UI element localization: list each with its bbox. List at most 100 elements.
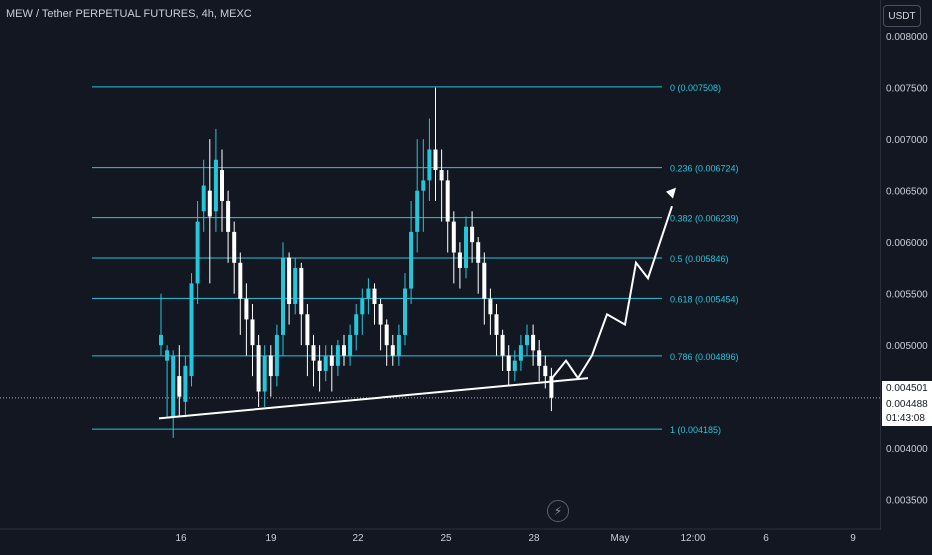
candle-body-28	[329, 355, 334, 366]
candle-body-8	[207, 190, 212, 217]
time-tick-3: 25	[440, 533, 452, 544]
candle-body-42	[415, 190, 420, 232]
lightning-icon[interactable]: ⚡	[547, 500, 569, 522]
candle-body-48	[451, 221, 456, 253]
price-tick-9: 0.003500	[886, 496, 928, 507]
time-tick-5: May	[611, 533, 630, 544]
candle-body-3	[177, 376, 182, 397]
price-tick-1: 0.007500	[886, 84, 928, 95]
current-price-tag: 0.004488	[882, 397, 932, 413]
candle-body-63	[543, 365, 548, 377]
candle-body-64	[549, 376, 554, 398]
candle-body-40	[403, 288, 407, 335]
candle-body-15	[250, 319, 255, 346]
candle-body-53	[482, 262, 487, 299]
candle-body-9	[213, 159, 218, 212]
price-tick-2: 0.007000	[886, 135, 928, 146]
candle-body-44	[427, 149, 432, 181]
candle-body-60	[525, 334, 529, 346]
candle-body-2	[171, 355, 176, 418]
projection-path	[551, 205, 673, 380]
symbol-title: MEW / Tether PERPETUAL FUTURES, 4h, MEXC	[6, 8, 252, 20]
candle-body-38	[390, 345, 395, 356]
candle-body-55	[494, 314, 499, 335]
candle-body-4	[183, 365, 188, 402]
fib-label-5: 0.786 (0.004896)	[670, 352, 739, 362]
candle-body-21	[287, 257, 292, 304]
time-tick-0: 16	[175, 533, 187, 544]
candle-body-39	[396, 334, 401, 356]
candle-body-62	[537, 350, 542, 366]
candle-body-56	[500, 334, 505, 356]
candle-body-25	[311, 345, 316, 361]
candle-body-50	[464, 226, 468, 268]
candle-body-34	[366, 288, 371, 299]
candle-body-12	[232, 231, 237, 263]
candle-body-27	[323, 355, 328, 371]
candle-body-54	[488, 298, 493, 315]
candle-body-20	[281, 257, 285, 335]
candle-body-1	[165, 350, 170, 361]
time-tick-2: 22	[352, 533, 364, 544]
price-axis-separator	[880, 0, 881, 530]
candle-body-6	[195, 221, 200, 284]
candle-body-35	[372, 288, 377, 304]
candle-body-23	[299, 267, 304, 315]
candle-body-30	[342, 345, 346, 356]
price-tick-0: 0.008000	[886, 32, 928, 43]
candle-body-22	[293, 267, 298, 304]
time-tick-8: 9	[850, 533, 856, 544]
candle-body-0	[159, 334, 163, 346]
time-tick-7: 6	[763, 533, 769, 544]
fib-label-3: 0.5 (0.005846)	[670, 254, 729, 264]
price-tick-8: 0.004000	[886, 444, 928, 455]
candle-body-10	[220, 170, 224, 201]
candle-body-58	[512, 360, 517, 371]
candle-body-45	[433, 149, 438, 171]
candle-body-43	[421, 180, 426, 191]
candle-body-19	[274, 334, 279, 377]
candle-body-5	[189, 283, 194, 377]
candle-body-24	[305, 314, 310, 346]
time-tick-1: 19	[265, 533, 277, 544]
candle-body-46	[439, 170, 444, 181]
bar-countdown: 01:43:08	[882, 412, 932, 426]
candle-body-14	[244, 298, 249, 320]
price-tick-3: 0.006500	[886, 187, 928, 198]
candle-body-26	[317, 360, 322, 371]
candle-body-17	[262, 355, 267, 392]
candle-body-51	[470, 226, 475, 243]
candle-body-13	[238, 262, 243, 299]
projection-arrowhead	[666, 187, 676, 199]
fib-label-1: 0.236 (0.006724)	[670, 164, 739, 174]
trendline	[158, 377, 589, 420]
candle-body-31	[348, 334, 353, 356]
candle-body-11	[226, 200, 231, 232]
time-tick-6: 12:00	[680, 533, 705, 544]
candle-body-59	[518, 345, 523, 361]
last-price-tag: 0.004501	[882, 381, 932, 397]
candle-body-18	[268, 355, 273, 377]
price-tick-4: 0.006000	[886, 238, 928, 249]
fib-label-4: 0.618 (0.005454)	[670, 294, 739, 304]
time-tick-4: 28	[528, 533, 540, 544]
fib-label-6: 1 (0.004185)	[670, 425, 721, 435]
candle-body-29	[335, 345, 340, 366]
candle-body-49	[457, 252, 462, 268]
price-tick-6: 0.005000	[886, 341, 928, 352]
fib-label-2: 0.382 (0.006239)	[670, 214, 739, 224]
candle-body-7	[201, 185, 206, 212]
candle-body-41	[409, 231, 414, 289]
fib-label-0: 0 (0.007508)	[670, 83, 721, 93]
candle-body-47	[445, 180, 450, 222]
candle-body-32	[354, 314, 359, 335]
candle-body-57	[506, 355, 511, 371]
candle-body-33	[360, 298, 365, 315]
candle-body-52	[476, 242, 481, 263]
currency-button[interactable]: USDT	[883, 5, 921, 27]
candle-body-61	[531, 334, 536, 351]
candle-body-37	[384, 324, 389, 346]
price-tick-5: 0.005500	[886, 290, 928, 301]
